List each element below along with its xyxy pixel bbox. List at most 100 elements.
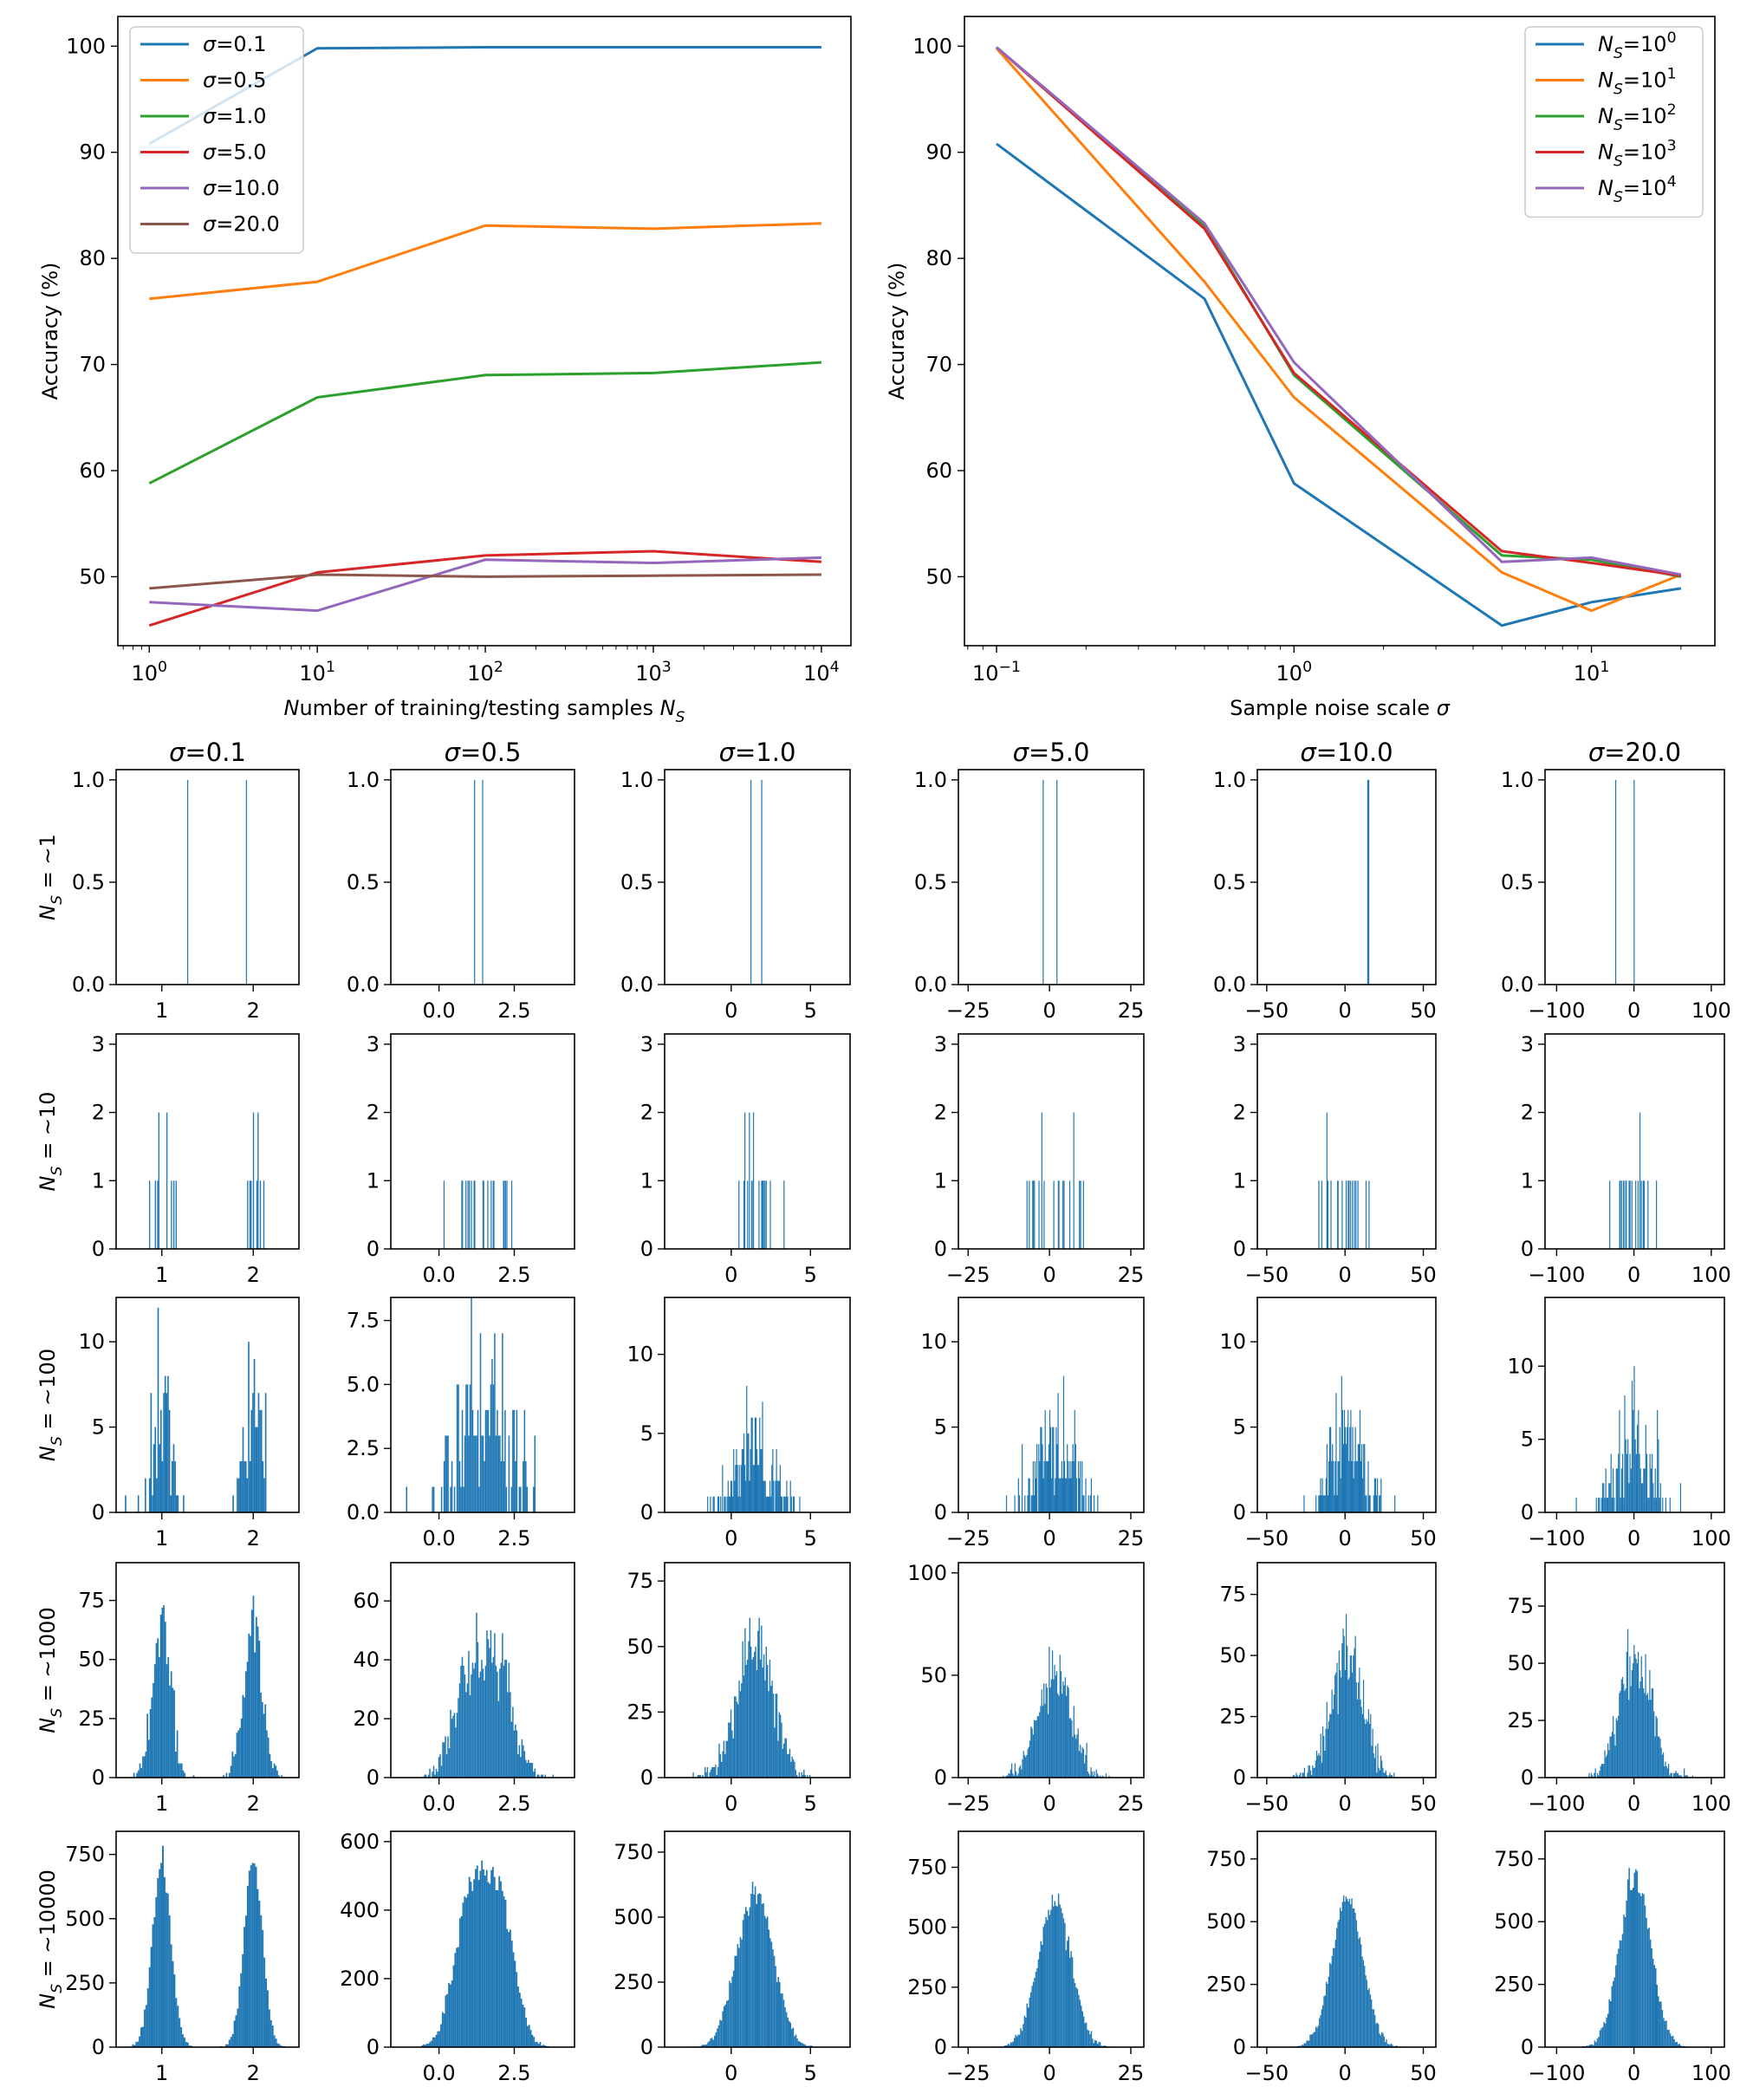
histogram-bar — [248, 1633, 250, 1778]
histogram-bar — [1012, 1773, 1014, 1778]
histogram-bar — [1043, 1180, 1045, 1249]
histogram-bar — [490, 1180, 492, 1249]
y-tick-label: 90 — [79, 140, 106, 165]
histogram-bar — [1365, 1495, 1367, 1512]
histogram-bar — [458, 1460, 461, 1512]
x-tick-label: 103 — [635, 659, 672, 686]
histogram-bar — [1304, 2043, 1307, 2047]
axes-frame — [664, 1297, 851, 1513]
histogram-bar — [510, 1486, 513, 1512]
histogram-bar — [1046, 1687, 1049, 1778]
histogram-bar — [792, 1496, 795, 1512]
histogram-bar — [273, 2035, 276, 2047]
histogram-bar — [1338, 1650, 1340, 1778]
histogram-bar — [478, 1486, 480, 1512]
histogram-bar — [1062, 1180, 1064, 1249]
histogram-bar — [1038, 1180, 1040, 1249]
histogram-bar — [172, 1180, 175, 1249]
column-title: σ=20.0 — [1588, 738, 1681, 767]
histogram-bar — [471, 1297, 472, 1512]
histogram-bar — [536, 2041, 538, 2047]
x-tick-label: 100 — [1691, 1791, 1731, 1816]
histogram-bar — [169, 1685, 171, 1778]
x-tick-label: 50 — [1410, 1263, 1437, 1287]
column-title: σ=5.0 — [1013, 738, 1090, 767]
histogram-bar — [1315, 1760, 1316, 1778]
histogram-bar — [1605, 1757, 1607, 1778]
histogram-bar — [799, 2041, 801, 2047]
x-tick-label: −100 — [1528, 1526, 1585, 1551]
histogram-bar — [263, 1957, 266, 2047]
histogram-bar — [246, 1478, 249, 1512]
histogram-bar — [238, 1986, 241, 2047]
histogram-bar — [1010, 2042, 1012, 2047]
histogram-bar — [490, 1869, 493, 2047]
y-tick-label: 2 — [1233, 1101, 1246, 1125]
histogram-bar — [1621, 1934, 1624, 2047]
histogram-bar — [161, 1607, 164, 1778]
histogram-bar — [757, 1630, 759, 1778]
histogram-bar — [162, 1845, 164, 2047]
histogram-bar — [177, 1495, 179, 1512]
histogram-bar — [507, 1692, 509, 1778]
histogram-bar — [752, 1112, 755, 1249]
histogram-bar — [178, 1763, 180, 1778]
histogram-bar — [1635, 1869, 1637, 2047]
histogram-bar — [1679, 1483, 1682, 1512]
histogram-bar — [1665, 1498, 1667, 1512]
histogram-bar — [531, 2034, 534, 2047]
histogram-bar — [763, 1902, 764, 2047]
histogram-bar — [720, 1496, 722, 1512]
histogram-bar — [1027, 1495, 1029, 1512]
histogram-bar — [484, 1680, 485, 1778]
histogram-bar — [1658, 1996, 1659, 2047]
histogram-bar — [1360, 1444, 1363, 1512]
histogram-bar — [512, 1952, 515, 2047]
histogram-bar — [781, 1722, 782, 1778]
histogram-bar — [1609, 1483, 1611, 1512]
legend-label: σ=1.0 — [203, 104, 267, 128]
axes-frame — [664, 1562, 851, 1778]
histogram-bar — [785, 1738, 788, 1778]
histogram-bar — [1070, 1951, 1072, 2047]
y-tick-label: 3 — [640, 1032, 653, 1057]
histogram-bar — [728, 1496, 730, 1512]
histogram-bar — [705, 1772, 707, 1778]
y-tick-label: 1.0 — [347, 768, 380, 792]
y-tick-label: 600 — [340, 1830, 380, 1854]
histogram-bar — [159, 1657, 160, 1778]
histogram-bar — [1394, 1495, 1396, 1512]
histogram-bar — [1638, 1892, 1639, 2047]
histogram-bar — [1298, 1775, 1301, 1778]
histogram-bar — [1377, 1743, 1379, 1778]
histogram-bar — [1686, 1775, 1688, 1778]
histogram-bar — [1640, 1180, 1642, 1249]
histogram-bar — [1360, 1460, 1362, 1512]
histogram-bar — [1328, 1976, 1330, 2047]
histogram-bar — [1033, 1495, 1036, 1512]
x-tick-label: −100 — [1528, 2061, 1585, 2085]
histogram-bar — [155, 1642, 158, 1778]
histogram-bar — [728, 1722, 730, 1778]
histogram-bar — [785, 2012, 788, 2047]
histogram-bar — [1644, 1468, 1646, 1512]
histogram-bar — [439, 1753, 441, 1778]
histogram-bar — [1607, 1498, 1609, 1512]
histogram-bar — [1352, 1672, 1354, 1778]
y-tick-label: 5.0 — [347, 1372, 380, 1396]
histogram-bar — [784, 1496, 786, 1512]
histogram-bar — [1055, 1674, 1056, 1778]
y-tick-label: 0 — [934, 1765, 947, 1790]
histogram-bar — [795, 1769, 796, 1778]
histogram-bar — [172, 1960, 174, 2047]
histogram-bar — [761, 1449, 763, 1512]
histogram-bar — [1005, 1495, 1008, 1512]
histogram-bar — [1643, 1688, 1645, 1778]
x-tick-label: 2 — [247, 1526, 260, 1551]
histogram-bar — [734, 1955, 736, 2047]
histogram-bar — [1053, 1679, 1055, 1778]
histogram-bar — [445, 1435, 446, 1512]
histogram-bar — [1053, 1180, 1055, 1249]
histogram-bar — [1662, 1498, 1664, 1512]
histogram-bar — [1091, 1771, 1093, 1778]
